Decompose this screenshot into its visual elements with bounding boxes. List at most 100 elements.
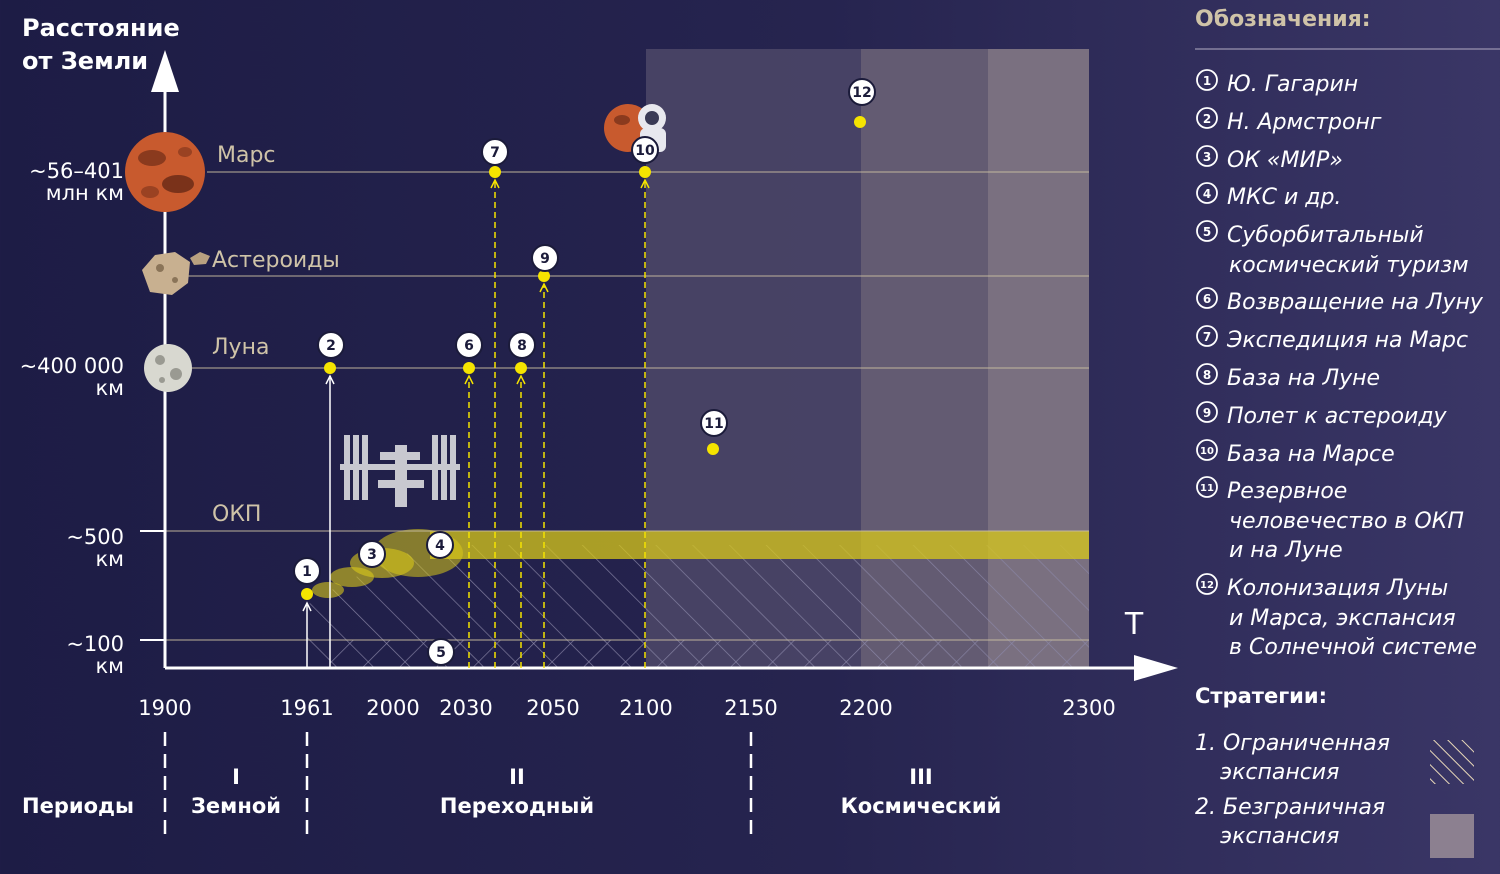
svg-text:7: 7: [1203, 330, 1211, 344]
svg-text:Возвращение на Луну: Возвращение на Луну: [1227, 290, 1484, 315]
svg-text:База на Луне: База на Луне: [1227, 366, 1380, 391]
event-point-2: [324, 362, 336, 374]
legend-item-10: 10 База на Марсе: [1196, 439, 1395, 467]
y-distance-labels: ~56–401 млн км ~400 000 км ~500 км ~100 …: [20, 159, 124, 678]
period-dividers: [163, 732, 753, 840]
event-badges: 1 2 3 4 5 6 7 8 9 10 11 12: [293, 78, 876, 666]
legend-item-2: 2 Н. Армстронг: [1196, 107, 1382, 135]
legend-item-7: 7 Экспедиция на Марс: [1196, 325, 1468, 353]
svg-text:1: 1: [302, 564, 312, 580]
asteroid-icon: [142, 252, 210, 295]
svg-text:4: 4: [1203, 187, 1211, 201]
svg-text:10: 10: [635, 143, 655, 159]
svg-text:2: 2: [326, 338, 336, 354]
period-1-name: Земной: [191, 794, 281, 818]
okp-distance-unit: км: [95, 547, 124, 571]
event-point-12: [854, 116, 866, 128]
svg-text:космический туризм: космический туризм: [1229, 253, 1469, 278]
x-tick: 2100: [619, 696, 672, 720]
svg-text:3: 3: [1203, 150, 1211, 164]
event-point-6: [463, 362, 475, 374]
legend-item-11: 11 Резервное человечество в ОКП и на Луне: [1196, 476, 1464, 563]
legend-item-9: 9 Полет к астероиду: [1196, 401, 1448, 429]
x-tick: 2000: [366, 696, 419, 720]
strategy-2-swatch: [1430, 814, 1474, 858]
svg-text:12: 12: [1200, 580, 1214, 591]
svg-text:9: 9: [1203, 406, 1211, 420]
mars-distance-value: ~56–401: [29, 159, 124, 183]
event-connectors: [302, 178, 650, 668]
svg-text:в Солнечной системе: в Солнечной системе: [1229, 635, 1477, 660]
svg-text:11: 11: [1200, 483, 1214, 494]
x-tick: 1900: [138, 696, 191, 720]
svg-text:База на Марсе: База на Марсе: [1227, 442, 1395, 467]
strategy-1-swatch: [1430, 740, 1474, 784]
svg-text:Ю. Гагарин: Ю. Гагарин: [1227, 72, 1358, 97]
period-3-name: Космический: [841, 794, 1002, 818]
svg-text:и на Луне: и на Луне: [1229, 538, 1343, 563]
svg-text:5: 5: [436, 645, 446, 661]
moon-distance-value: ~400 000: [20, 354, 124, 378]
svg-text:10: 10: [1200, 446, 1214, 457]
suborbital-distance-unit: км: [95, 654, 124, 678]
legend-item-12: 12 Колонизация Луны и Марса, экспансия в Со…: [1196, 573, 1477, 660]
svg-text:4: 4: [435, 538, 445, 554]
svg-text:12: 12: [852, 85, 871, 101]
mars-planet-icon: [125, 132, 205, 212]
event-badge-5: 5: [427, 638, 455, 666]
y-axis-title-line2: от Земли: [22, 47, 148, 75]
svg-text:ОК «МИР»: ОК «МИР»: [1227, 148, 1343, 173]
iss-station-icon: [340, 435, 460, 507]
strategy-1-line2: экспансия: [1220, 760, 1339, 785]
period-1-number: I: [232, 765, 240, 789]
svg-text:5: 5: [1203, 225, 1211, 239]
legend-item-6: 6 Возвращение на Луну: [1196, 287, 1484, 315]
event-badge-12: 12: [848, 78, 876, 106]
event-badge-7: 7: [481, 138, 509, 166]
legend: Обозначения: 1 Ю. Гагарин 2 Н. Армстронг 3…: [1195, 7, 1500, 858]
okp-distance-value: ~500: [66, 525, 124, 549]
svg-text:7: 7: [490, 145, 500, 161]
period-2-number: II: [509, 765, 525, 789]
svg-text:9: 9: [540, 251, 550, 267]
svg-text:Экспедиция на Марс: Экспедиция на Марс: [1226, 328, 1468, 353]
svg-text:11: 11: [704, 416, 723, 432]
x-tick: 2150: [724, 696, 777, 720]
level-name-moon: Луна: [212, 335, 269, 360]
event-points: [301, 116, 866, 600]
svg-text:Суборбитальный: Суборбитальный: [1227, 223, 1424, 248]
x-tick: 2050: [526, 696, 579, 720]
legend-item-3: 3 ОК «МИР»: [1196, 145, 1343, 173]
svg-text:6: 6: [1203, 292, 1211, 306]
event-point-11: [707, 443, 719, 455]
moon-distance-unit: км: [95, 376, 124, 400]
event-point-7: [489, 166, 501, 178]
svg-text:и Марса, экспансия: и Марса, экспансия: [1229, 606, 1456, 631]
svg-text:8: 8: [517, 338, 527, 354]
event-badge-11: 11: [700, 409, 728, 437]
svg-text:Колонизация Луны: Колонизация Луны: [1227, 576, 1448, 601]
event-point-9: [538, 270, 550, 282]
svg-text:6: 6: [464, 338, 474, 354]
event-point-1: [301, 588, 313, 600]
x-tick: 2300: [1062, 696, 1115, 720]
strategy-1-line1: 1. Ограниченная: [1195, 731, 1390, 756]
event-badge-8: 8: [508, 331, 536, 359]
legend-item-5: 5 Суборбитальный космический туризм: [1196, 220, 1469, 278]
period-3-number: III: [909, 765, 932, 789]
svg-text:1: 1: [1203, 74, 1211, 88]
strategies-title: Стратегии:: [1195, 684, 1327, 708]
event-badge-3: 3: [358, 540, 386, 568]
event-badge-1: 1: [293, 557, 321, 585]
svg-text:3: 3: [367, 547, 377, 563]
event-badge-9: 9: [531, 244, 559, 272]
event-badge-2: 2: [317, 331, 345, 359]
mars-distance-unit: млн км: [46, 181, 124, 205]
strategy-2-line2: экспансия: [1220, 824, 1339, 849]
event-badge-6: 6: [455, 331, 483, 359]
legend-item-4: 4 МКС и др.: [1196, 182, 1341, 210]
y-axis-title-line1: Расстояние: [22, 14, 180, 42]
svg-text:Полет к астероиду: Полет к астероиду: [1227, 404, 1448, 429]
svg-text:человечество в ОКП: человечество в ОКП: [1229, 509, 1464, 534]
